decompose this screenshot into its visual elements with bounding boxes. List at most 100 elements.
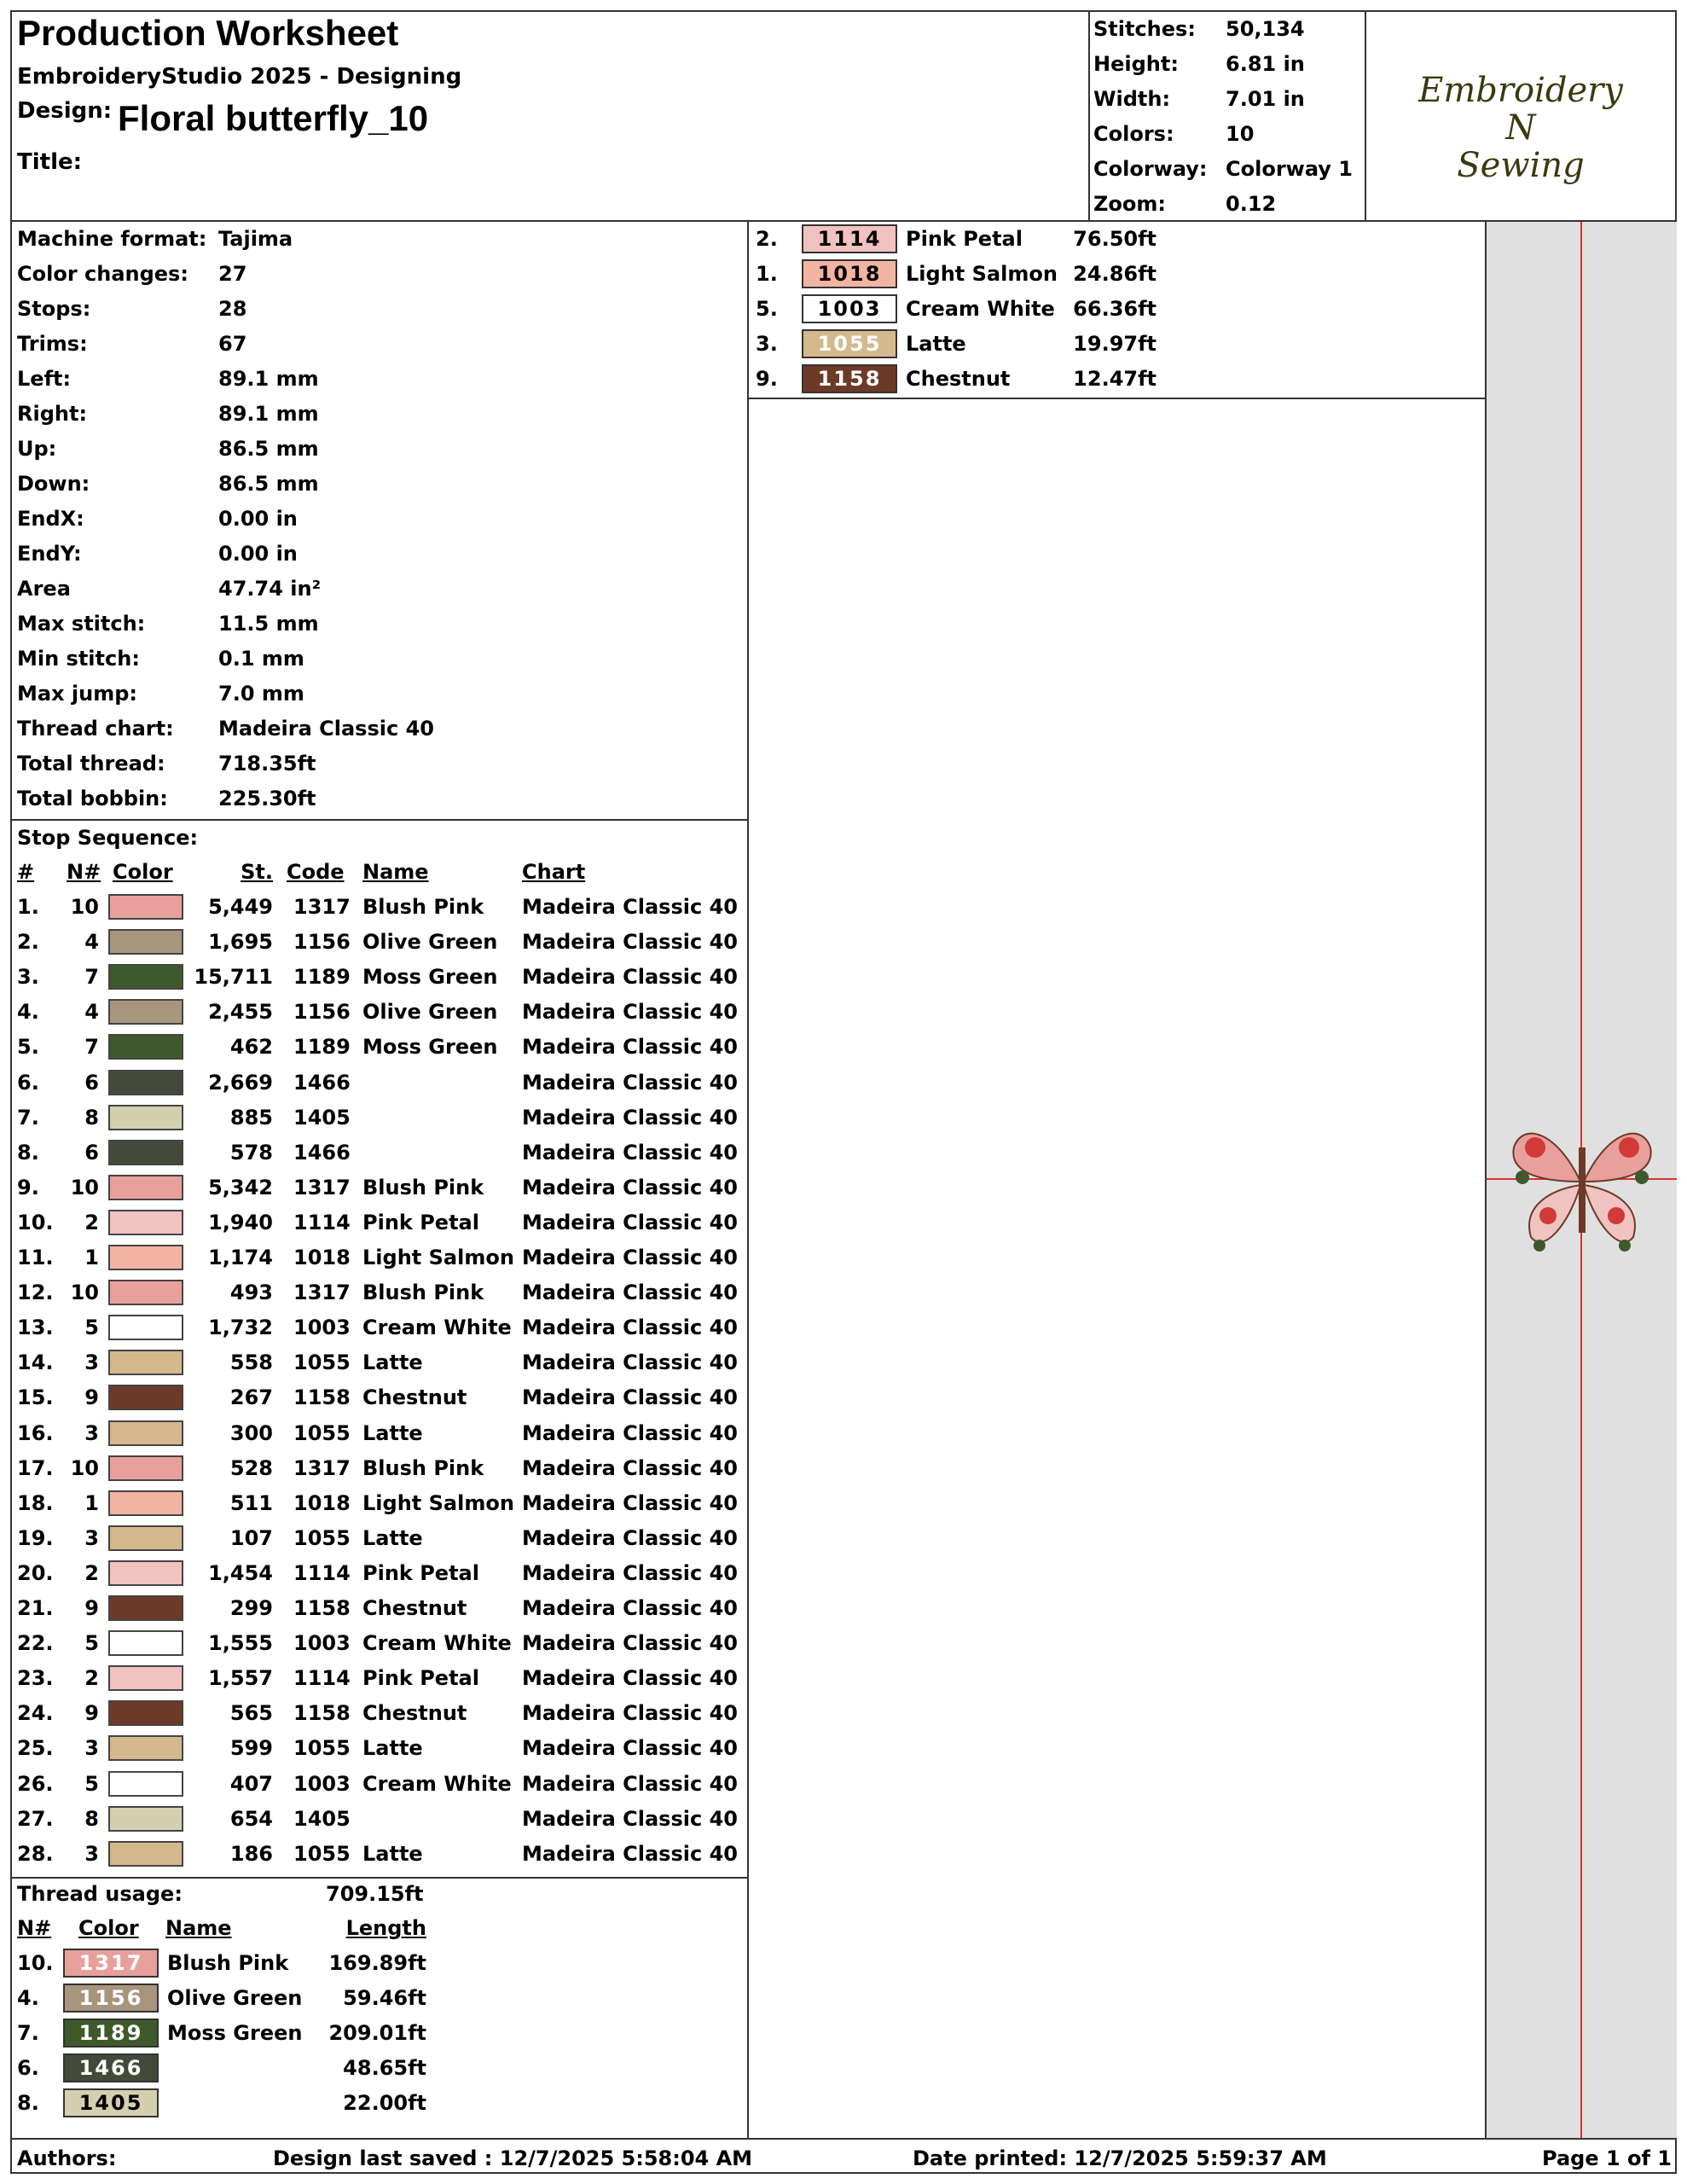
stop-row-name: Pink Petal (362, 1560, 479, 1585)
stop-row-color-swatch (108, 1069, 183, 1095)
machine-info-value: Tajima (218, 227, 293, 251)
usage-row-needle: 10. (17, 1951, 54, 1975)
stop-row-needle: 5 (84, 1631, 99, 1656)
stop-row-color-swatch (108, 1350, 183, 1376)
usage-row-name: Moss Green (167, 2021, 303, 2045)
stop-row-chart: Madeira Classic 40 (522, 1701, 738, 1726)
stop-row-number: 9. (17, 1175, 39, 1199)
stop-row-chart: Madeira Classic 40 (522, 1000, 738, 1025)
stop-row-number: 10. (17, 1210, 54, 1234)
stop-row-number: 11. (17, 1246, 54, 1269)
stop-row-name: Chestnut (362, 1385, 467, 1410)
stop-row-color-swatch (108, 1595, 183, 1621)
thread-usage-total: 709.15ft (326, 1882, 424, 1906)
stop-row-name: Cream White (362, 1631, 512, 1656)
summary-label: Zoom: (1093, 192, 1166, 216)
stop-row-color-swatch (108, 1385, 183, 1411)
stop-row-code: 1003 (293, 1316, 351, 1340)
stop-row-name: Light Salmon (362, 1490, 514, 1515)
col-header-num: # (17, 860, 35, 884)
stop-row-number: 28. (17, 1841, 54, 1866)
preview-divider (1485, 220, 1487, 2138)
col-header-st: St. (241, 860, 273, 884)
col-header-color: Color (113, 860, 173, 884)
stop-row-stitches: 1,454 (208, 1560, 273, 1585)
stop-row-name: Blush Pink (362, 1455, 484, 1480)
usage-row-length: 12.47ft (1073, 367, 1157, 391)
stop-row-number: 2. (17, 930, 39, 955)
stop-row-number: 24. (17, 1701, 54, 1726)
stop-row-needle: 2 (84, 1560, 99, 1585)
usage-row-color-chip: 1003 (802, 294, 897, 323)
stop-row-code: 1156 (293, 1000, 351, 1025)
stop-row-color-swatch (108, 1420, 183, 1446)
stop-row-number: 8. (17, 1140, 39, 1165)
usage-row-color-chip: 1466 (63, 2053, 159, 2082)
logo-divider (1365, 10, 1366, 222)
stop-row-code: 1018 (293, 1246, 351, 1269)
stop-row-stitches: 186 (229, 1841, 273, 1866)
stop-row-stitches: 299 (229, 1596, 273, 1620)
usage-row-name: Pink Petal (906, 227, 1023, 251)
stop-row-number: 4. (17, 1000, 39, 1025)
machine-info-value: 28 (218, 297, 247, 321)
machine-info-label: Total bobbin: (17, 787, 168, 810)
stop-row-chart: Madeira Classic 40 (522, 895, 738, 919)
usage-row-name: Light Salmon (906, 262, 1058, 286)
footer-divider (10, 2138, 1677, 2140)
stop-row-stitches: 5,449 (208, 895, 273, 919)
stop-row-stitches: 462 (229, 1035, 273, 1060)
stop-row-code: 1055 (293, 1525, 351, 1550)
stop-row-color-swatch (108, 1245, 183, 1270)
stop-row-color-swatch (108, 1770, 183, 1797)
machine-info-value: 0.00 in (218, 542, 298, 566)
brand-logo: Embroidery N Sewing (1366, 12, 1675, 220)
stop-row-color-swatch (108, 894, 183, 920)
stop-row-number: 3. (17, 965, 39, 990)
machine-info-label: Thread chart: (17, 717, 174, 741)
title-label: Title: (17, 149, 83, 175)
usage-row-length: 66.36ft (1073, 297, 1157, 321)
machine-info-label: Machine format: (17, 227, 207, 251)
usage-row-needle: 9. (756, 367, 778, 391)
stop-row-name: Chestnut (362, 1701, 467, 1726)
machine-info-value: 0.1 mm (218, 647, 304, 671)
butterfly-body (1579, 1147, 1586, 1233)
stop-row-chart: Madeira Classic 40 (522, 1806, 738, 1831)
machine-info-label: Right: (17, 402, 88, 426)
summary-value: 6.81 in (1226, 52, 1305, 76)
summary-value: 7.01 in (1226, 87, 1305, 111)
stop-row-name: Pink Petal (362, 1666, 479, 1691)
logo-line-2: N (1505, 108, 1536, 148)
machine-info-label: EndX: (17, 507, 84, 531)
stop-row-number: 27. (17, 1806, 54, 1831)
stop-row-needle: 10 (70, 1175, 99, 1199)
stop-row-code: 1114 (293, 1666, 351, 1691)
design-label: Design: (17, 98, 113, 124)
stop-row-chart: Madeira Classic 40 (522, 1631, 738, 1656)
stop-row-stitches: 511 (229, 1490, 273, 1515)
stop-row-needle: 6 (84, 1140, 99, 1165)
stop-row-code: 1317 (293, 895, 351, 919)
machine-info-value: 89.1 mm (218, 367, 319, 391)
stop-row-color-swatch (108, 1735, 183, 1762)
stop-row-stitches: 1,174 (208, 1246, 273, 1269)
stop-row-name: Cream White (362, 1316, 512, 1340)
stop-row-chart: Madeira Classic 40 (522, 1490, 738, 1515)
stop-row-stitches: 2,669 (208, 1070, 273, 1095)
stop-row-needle: 2 (84, 1210, 99, 1234)
stop-row-chart: Madeira Classic 40 (522, 1035, 738, 1060)
stop-row-name: Latte (362, 1420, 423, 1445)
stop-row-needle: 4 (84, 930, 99, 955)
stop-row-code: 1317 (293, 1281, 351, 1305)
stop-row-number: 6. (17, 1070, 39, 1095)
stop-row-name: Moss Green (362, 1035, 498, 1060)
stop-row-name: Light Salmon (362, 1246, 514, 1269)
stop-row-color-swatch (108, 1455, 183, 1481)
summary-divider (1088, 10, 1090, 222)
stop-row-code: 1114 (293, 1560, 351, 1585)
usage-row-length: 59.46ft (343, 1986, 426, 2010)
machine-info-label: EndY: (17, 542, 82, 566)
stop-row-stitches: 578 (229, 1140, 273, 1165)
usage-row-name: Cream White (906, 297, 1055, 321)
